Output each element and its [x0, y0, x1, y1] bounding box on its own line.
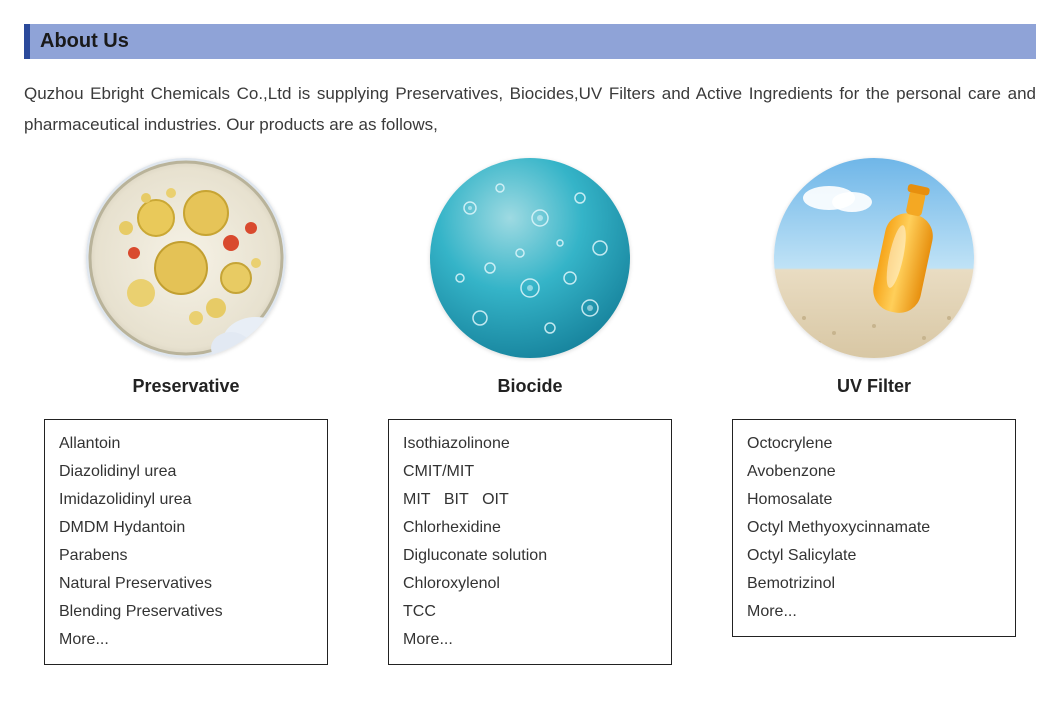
list-item: MIT BIT OIT: [403, 486, 657, 514]
list-item: Homosalate: [747, 486, 1001, 514]
biocide-list: Isothiazolinone CMIT/MIT MIT BIT OIT Chl…: [388, 419, 672, 665]
category-preservative: Preservative Allantoin Diazolidinyl urea…: [44, 158, 328, 665]
list-item: Digluconate solution: [403, 542, 657, 570]
list-item: Isothiazolinone: [403, 430, 657, 458]
list-item: Chlorhexidine: [403, 514, 657, 542]
uvfilter-list: Octocrylene Avobenzone Homosalate Octyl …: [732, 419, 1016, 637]
biocide-image: [430, 158, 630, 358]
list-item: Octyl Methyoxycinnamate: [747, 514, 1001, 542]
category-uvfilter: UV Filter Octocrylene Avobenzone Homosal…: [732, 158, 1016, 665]
list-item: Octocrylene: [747, 430, 1001, 458]
preservative-image: [86, 158, 286, 358]
category-title: Biocide: [497, 376, 562, 397]
list-item: More...: [403, 626, 657, 654]
list-item: Allantoin: [59, 430, 313, 458]
list-item: More...: [747, 598, 1001, 626]
list-item: Bemotrizinol: [747, 570, 1001, 598]
list-item: Chloroxylenol: [403, 570, 657, 598]
section-header: About Us: [24, 24, 1036, 59]
category-biocide: Biocide Isothiazolinone CMIT/MIT MIT BIT…: [388, 158, 672, 665]
intro-text: Quzhou Ebright Chemicals Co.,Ltd is supp…: [24, 79, 1036, 140]
list-item: TCC: [403, 598, 657, 626]
categories-row: Preservative Allantoin Diazolidinyl urea…: [24, 158, 1036, 665]
preservative-list: Allantoin Diazolidinyl urea Imidazolidin…: [44, 419, 328, 665]
list-item: More...: [59, 626, 313, 654]
list-item: Avobenzone: [747, 458, 1001, 486]
list-item: Imidazolidinyl urea: [59, 486, 313, 514]
section-title: About Us: [40, 30, 129, 52]
category-title: Preservative: [132, 376, 239, 397]
list-item: CMIT/MIT: [403, 458, 657, 486]
list-item: Parabens: [59, 542, 313, 570]
list-item: Octyl Salicylate: [747, 542, 1001, 570]
list-item: DMDM Hydantoin: [59, 514, 313, 542]
list-item: Diazolidinyl urea: [59, 458, 313, 486]
category-title: UV Filter: [837, 376, 911, 397]
list-item: Natural Preservatives: [59, 570, 313, 598]
uvfilter-image: [774, 158, 974, 358]
list-item: Blending Preservatives: [59, 598, 313, 626]
